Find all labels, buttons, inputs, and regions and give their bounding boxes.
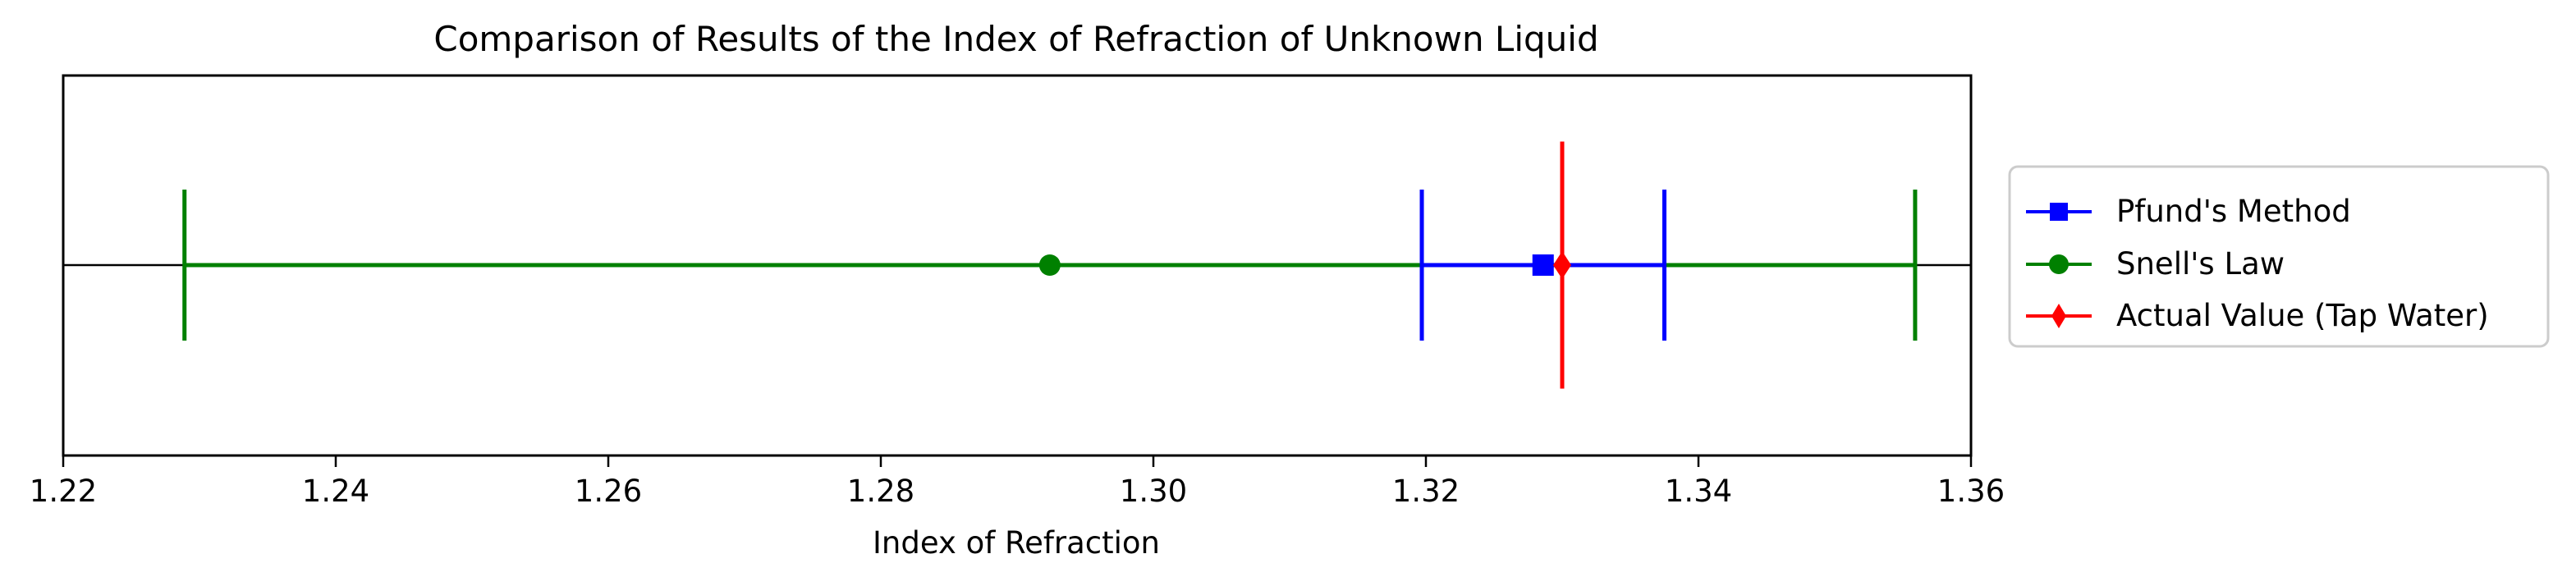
x-tick-label: 1.34 <box>1665 474 1732 509</box>
legend-label: Snell's Law <box>2116 246 2285 282</box>
x-tick-label: 1.36 <box>1937 474 2005 509</box>
x-axis: 1.22 1.24 1.26 1.28 1.30 1.32 1.34 1.36 <box>30 456 2005 509</box>
data-point-circle <box>1038 254 1061 276</box>
x-tick-label: 1.30 <box>1120 474 1187 509</box>
series-0 <box>1419 190 1666 341</box>
data-point-diamond <box>1553 251 1571 279</box>
chart-title: Comparison of Results of the Index of Re… <box>433 19 1598 59</box>
legend-entry-pfunds-method: Pfund's Method <box>2026 194 2351 229</box>
plot-area <box>62 74 1973 457</box>
series-2 <box>1553 141 1571 389</box>
x-tick-label: 1.32 <box>1392 474 1460 509</box>
x-tick-label: 1.22 <box>30 474 97 509</box>
data-point-square <box>1532 254 1554 276</box>
legend-entry-actual-value: Actual Value (Tap Water) <box>2026 298 2489 333</box>
circle-marker-icon <box>2049 254 2069 274</box>
x-axis-label: Index of Refraction <box>873 525 1160 561</box>
legend-entry-snells-law: Snell's Law <box>2026 246 2285 282</box>
x-tick-label: 1.28 <box>847 474 914 509</box>
square-marker-icon <box>2050 203 2068 221</box>
legend: Pfund's Method Snell's Law Actual Value … <box>2008 165 2550 348</box>
x-tick-label: 1.24 <box>302 474 369 509</box>
legend-label: Pfund's Method <box>2116 194 2351 229</box>
series-layer <box>182 141 1918 389</box>
x-tick-label: 1.26 <box>575 474 642 509</box>
diamond-marker-icon <box>2051 304 2066 328</box>
legend-label: Actual Value (Tap Water) <box>2116 298 2489 333</box>
legend-frame <box>2008 165 2550 348</box>
